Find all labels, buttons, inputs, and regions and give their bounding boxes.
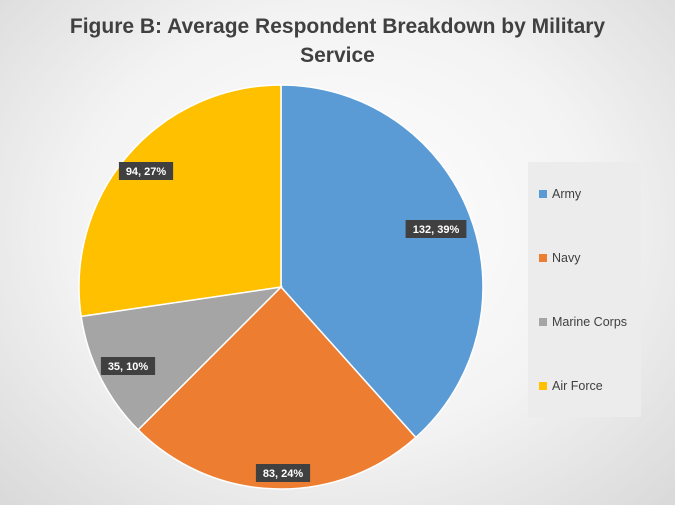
svg-text:132, 39%: 132, 39% bbox=[413, 224, 460, 236]
pie-slice-air-force bbox=[78, 84, 282, 318]
legend-swatch bbox=[539, 254, 547, 262]
legend-label: Navy bbox=[552, 251, 581, 265]
legend-item-navy: Navy bbox=[539, 251, 580, 265]
legend-label: Army bbox=[552, 187, 582, 201]
chart-title: Figure B: Average Respondent Breakdown b… bbox=[69, 15, 606, 67]
pie-slice-army bbox=[280, 84, 484, 439]
legend-label: Air Force bbox=[552, 379, 603, 393]
data-label-air-force: 94, 27% bbox=[118, 162, 174, 180]
data-label-army: 132, 39% bbox=[405, 220, 467, 238]
legend: Army Navy Marine Corps Air Force bbox=[528, 162, 641, 417]
pie-slice-navy bbox=[137, 285, 417, 490]
pie-data-labels: 132, 39% 83, 24% 35, 10% 94, 27% bbox=[100, 162, 467, 482]
legend-swatch bbox=[539, 382, 547, 390]
pie-slice-marine-corps bbox=[80, 285, 284, 431]
svg-text:83, 24%: 83, 24% bbox=[263, 468, 304, 480]
pie-slices bbox=[78, 84, 484, 490]
data-label-marine-corps: 35, 10% bbox=[100, 357, 156, 375]
legend-item-marine-corps: Marine Corps bbox=[539, 315, 627, 329]
legend-swatch bbox=[539, 190, 547, 198]
legend-label: Marine Corps bbox=[552, 315, 628, 329]
data-label-navy: 83, 24% bbox=[255, 464, 311, 482]
legend-item-air-force: Air Force bbox=[539, 379, 603, 393]
legend-item-army: Army bbox=[539, 187, 581, 201]
svg-text:35, 10%: 35, 10% bbox=[108, 361, 149, 373]
svg-text:94, 27%: 94, 27% bbox=[126, 166, 167, 178]
legend-swatch bbox=[539, 318, 547, 326]
